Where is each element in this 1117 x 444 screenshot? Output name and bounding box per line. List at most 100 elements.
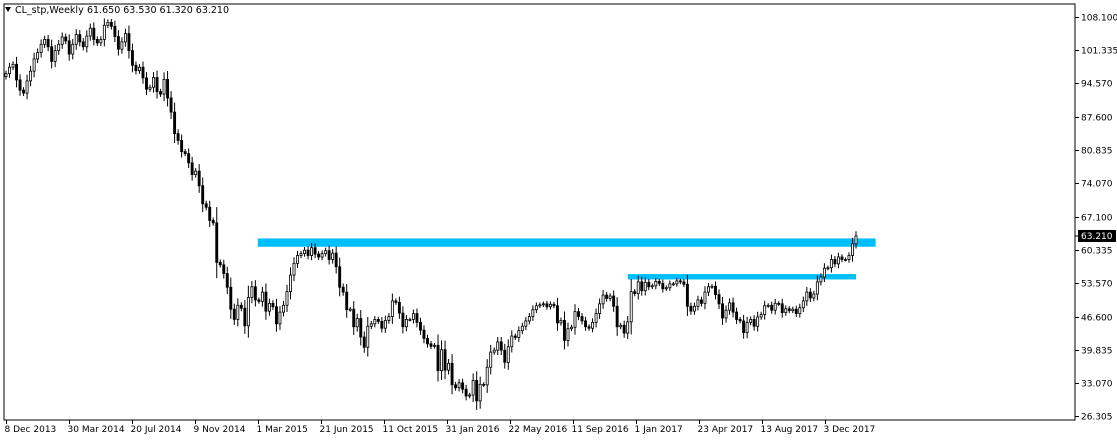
candle-bear: [232, 308, 236, 320]
candle-bull: [492, 349, 496, 353]
candle-bear: [229, 286, 233, 310]
candle-bull: [99, 39, 103, 44]
candle-bull: [703, 291, 707, 304]
y-tick-label: 80.835: [1081, 147, 1113, 157]
candle-bull: [29, 70, 33, 82]
resistance-zone-upper: [257, 238, 876, 247]
candle-bull: [489, 351, 493, 368]
candle-bull: [411, 313, 415, 320]
candle-bull: [310, 247, 314, 256]
candles-layer: [4, 18, 858, 411]
candle-bull: [285, 291, 289, 306]
candle-bull: [366, 325, 370, 348]
candle-bear: [661, 282, 665, 290]
candle-bull: [601, 294, 605, 305]
symbol-label: CL_stp,Weekly: [15, 5, 84, 16]
candle-bull: [805, 291, 809, 302]
candle-bear: [271, 302, 275, 308]
candle-bear: [587, 326, 591, 329]
candle-bull: [668, 283, 672, 289]
candle-bear: [794, 308, 798, 314]
candle-bull: [496, 341, 500, 351]
y-tick-label: 53.570: [1081, 280, 1113, 290]
candle-bear: [563, 320, 566, 341]
candle-bull: [798, 307, 802, 314]
candle-bull: [847, 255, 851, 260]
candle-bear: [426, 338, 429, 345]
candle-bull: [534, 305, 538, 311]
candle-bear: [450, 362, 454, 386]
candle-bear: [731, 302, 735, 313]
candle-bear: [67, 40, 71, 55]
candle-bear: [116, 36, 120, 50]
candle-bear: [612, 295, 616, 307]
candle-bull: [822, 267, 826, 278]
y-tick-label: 94.570: [1081, 80, 1113, 90]
candle-bull: [506, 346, 510, 363]
plot-frame: [3, 3, 1076, 421]
candle-bull: [829, 259, 833, 269]
candle-bear: [201, 185, 205, 205]
candle-bull: [120, 41, 124, 50]
candle-bull: [4, 73, 8, 77]
candle-bear: [306, 249, 310, 256]
candle-bull: [636, 281, 640, 294]
x-tick-label: 11 Sep 2016: [572, 425, 629, 435]
candle-bull: [643, 281, 647, 292]
candle-bear: [130, 50, 134, 66]
last-price-label: 63.210: [1081, 232, 1113, 242]
candle-bull: [570, 326, 573, 330]
candle-bear: [682, 281, 686, 285]
candle-bear: [499, 341, 503, 351]
candle-bull: [36, 52, 40, 60]
candle-bear: [362, 336, 366, 348]
candle-bull: [626, 321, 630, 334]
candle-bull: [815, 281, 819, 295]
candle-bull: [696, 299, 700, 307]
dropdown-triangle-icon[interactable]: [5, 7, 11, 12]
candle-bear: [253, 286, 257, 301]
candle-bear: [700, 299, 703, 304]
candle-bull: [675, 280, 679, 285]
candle-bear: [376, 319, 380, 322]
chart-header: CL_stp,Weekly 61.650 63.530 61.320 63.21…: [5, 5, 229, 16]
candle-bear: [454, 384, 458, 389]
candle-bear: [735, 311, 739, 320]
y-tick-label: 101.335: [1081, 47, 1117, 57]
candle-bear: [545, 303, 549, 308]
candle-bear: [752, 319, 756, 327]
candle-bear: [197, 170, 201, 187]
candle-bear: [552, 303, 556, 307]
candle-bear: [176, 133, 180, 141]
candle-bear: [436, 344, 440, 372]
candle-bear: [833, 259, 837, 265]
candle-bear: [95, 39, 99, 44]
candle-bull: [759, 314, 763, 318]
candle-bear: [401, 312, 405, 328]
candle-bear: [134, 64, 138, 72]
candle-bear: [275, 306, 278, 325]
candle-bear: [18, 79, 22, 91]
candle-bull: [282, 304, 285, 313]
y-tick-label: 39.835: [1081, 347, 1113, 357]
candle-bear: [243, 307, 247, 327]
candle-bear: [615, 305, 619, 328]
candle-bull: [25, 80, 29, 94]
candle-bear: [640, 281, 644, 292]
candle-bear: [313, 247, 317, 255]
candle-bear: [678, 280, 682, 283]
candle-bear: [215, 222, 219, 263]
candle-bull: [826, 267, 830, 270]
candle-bull: [784, 308, 788, 314]
x-tick-label: 8 Dec 2013: [5, 425, 57, 435]
candle-bull: [566, 328, 570, 341]
candle-bull: [71, 43, 75, 55]
candle-bull: [324, 250, 328, 254]
x-tick-label: 20 Jul 2014: [131, 425, 182, 435]
candle-bull: [292, 262, 296, 276]
candle-bull: [369, 323, 373, 327]
candle-bull: [348, 308, 352, 311]
candle-bull: [471, 380, 475, 396]
